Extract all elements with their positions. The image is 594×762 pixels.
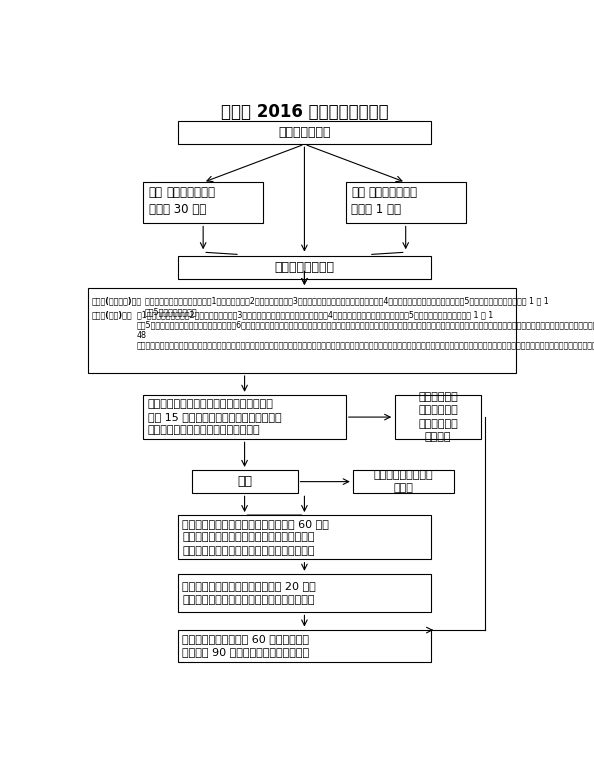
FancyBboxPatch shape — [88, 288, 516, 373]
Text: 行政决定：自受理工伤认定申请之日起 60 日内
作出工伤认定决定（包括工伤或视同工伤的认
定决定和不属于工伤或不视同工伤的决定）。: 行政决定：自受理工伤认定申请之日起 60 日内 作出工伤认定决定（包括工伤或视同… — [182, 519, 329, 555]
FancyBboxPatch shape — [178, 121, 431, 144]
Text: 之日起 30 日内: 之日起 30 日内 — [149, 203, 206, 216]
Text: 发出工伤认定举证通
知书。: 发出工伤认定举证通 知书。 — [374, 470, 433, 493]
Text: ：应于事故发生: ：应于事故发生 — [369, 186, 418, 199]
Text: 之日起 1 年内: 之日起 1 年内 — [352, 203, 402, 216]
FancyBboxPatch shape — [178, 515, 431, 559]
Text: 审查：对申请人提供材料不完整的，当场或
者在 15 个工作日内以书面形式一次性告之
工伤认定申请人需要补正的全部材料。: 审查：对申请人提供材料不完整的，当场或 者在 15 个工作日内以书面形式一次性告… — [148, 399, 282, 435]
Text: ：填写工伤认定申请表并提交：1、参保花名册；2、工伤事故报告；3、与用人单位存在劳动关系的证明材料：4、医疗诊断证明或职业病诊断证明：5、身份证复印件及近期照片: ：填写工伤认定申请表并提交：1、参保花名册；2、工伤事故报告；3、与用人单位存在… — [145, 296, 548, 316]
Text: 工伤认定受理部门: 工伤认定受理部门 — [274, 261, 334, 274]
FancyBboxPatch shape — [396, 395, 481, 439]
FancyBboxPatch shape — [143, 182, 263, 223]
FancyBboxPatch shape — [178, 629, 431, 662]
Text: ：1、工伤认定申请表；2、工伤认定申请书；3、与用人单位存在劳动关系的证明材料：4、医疗诊断证明或职业病诊断证明：5、身份证复印件及近期照片 1 寸 1 张；5: ：1、工伤认定申请表；2、工伤认定申请书；3、与用人单位存在劳动关系的证明材料：… — [137, 310, 594, 351]
Text: 职工: 职工 — [352, 186, 365, 199]
Text: 宁波市 2016 年度工程认定程序: 宁波市 2016 年度工程认定程序 — [220, 103, 388, 121]
Text: 受理: 受理 — [237, 475, 252, 488]
Text: 申请人(职工)申请: 申请人(职工)申请 — [91, 310, 132, 319]
Text: 申请人(用人单位)申请: 申请人(用人单位)申请 — [91, 296, 142, 306]
FancyBboxPatch shape — [346, 182, 466, 223]
FancyBboxPatch shape — [143, 395, 346, 439]
Text: 企业: 企业 — [149, 186, 163, 199]
Text: 送达：自工伤认定决定作出之日起 20 个工
作日内送达工伤认定申请人（单位、个人）。: 送达：自工伤认定决定作出之日起 20 个工 作日内送达工伤认定申请人（单位、个人… — [182, 581, 316, 605]
Text: 不符合受理条
件或时效的，
发给不予受理
通知书。: 不符合受理条 件或时效的， 发给不予受理 通知书。 — [418, 392, 458, 442]
FancyBboxPatch shape — [178, 256, 431, 279]
Text: ：应于事故发生: ：应于事故发生 — [166, 186, 215, 199]
FancyBboxPatch shape — [192, 470, 298, 493]
Text: 对工伤认定不服的，在 60 日内申请行政
复议或者 90 日内向法院提起行政诉讼。: 对工伤认定不服的，在 60 日内申请行政 复议或者 90 日内向法院提起行政诉讼… — [182, 634, 309, 658]
FancyBboxPatch shape — [178, 574, 431, 612]
FancyBboxPatch shape — [353, 470, 454, 493]
Text: 事故伤害发生后: 事故伤害发生后 — [278, 126, 331, 139]
